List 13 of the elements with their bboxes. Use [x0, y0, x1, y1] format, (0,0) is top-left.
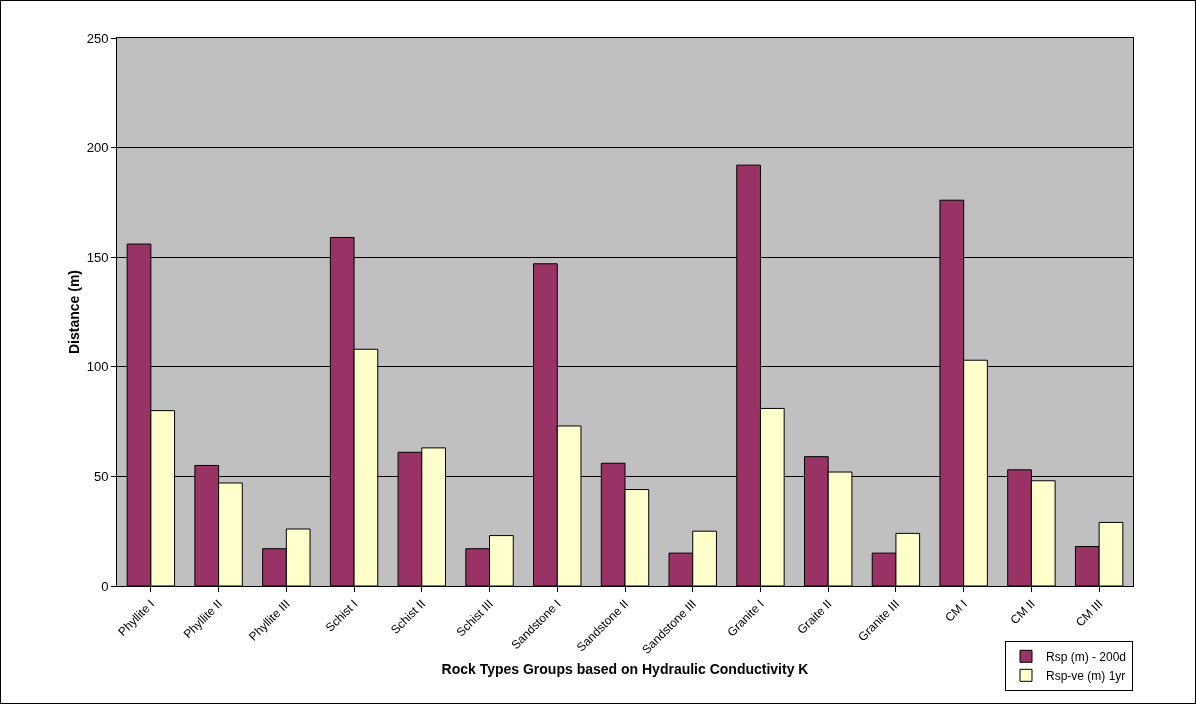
x-tick-label: CM III	[1072, 596, 1106, 630]
y-axis-title: Distance (m)	[66, 269, 82, 355]
x-tick-label: CM II	[1007, 596, 1038, 628]
y-tick-label: 0	[101, 578, 109, 594]
legend-label: Rsp (m) - 200d	[1046, 649, 1127, 664]
legend-label: Rsp-ve (m) 1yr	[1046, 668, 1126, 683]
y-tick-label: 200	[86, 140, 109, 156]
y-tick-label: 250	[86, 30, 109, 46]
y-tick-label: 150	[86, 249, 109, 265]
x-axis-title: Rock Types Groups based on Hydraulic Conductivity K	[441, 661, 809, 678]
y-tick-label: 50	[93, 468, 109, 484]
y-tick-label: 100	[86, 359, 109, 375]
x-tick-label: CM I	[942, 596, 971, 625]
